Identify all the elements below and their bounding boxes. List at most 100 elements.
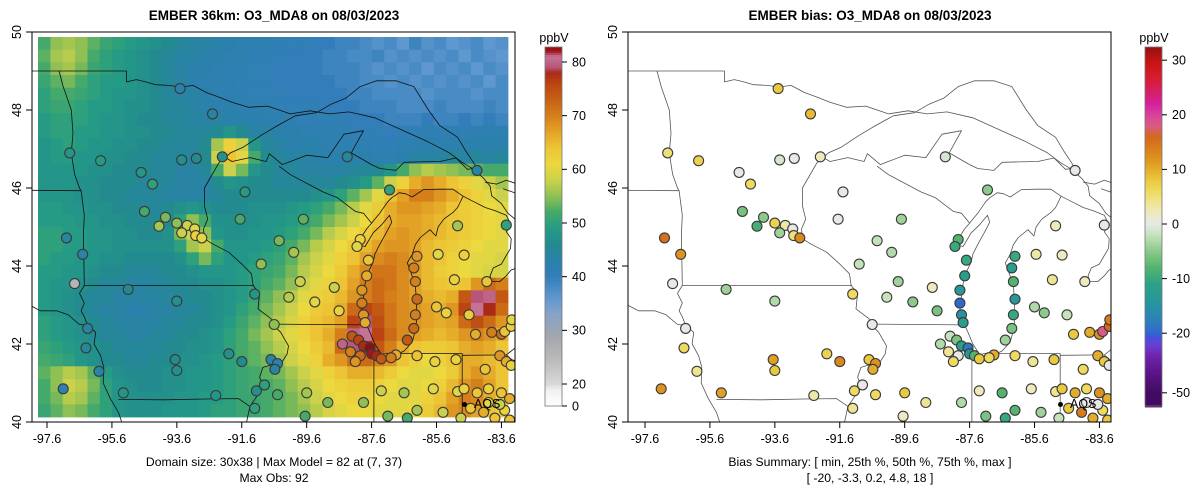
aqs-station-dot [411, 250, 423, 262]
aqs-station-dot [249, 402, 261, 414]
y-tick-label: 48 [10, 103, 24, 117]
aqs-station-dot [236, 356, 248, 368]
aqs-station-dot [848, 385, 860, 397]
aqs-station-dot [458, 383, 470, 395]
aqs-station-dot [983, 352, 995, 364]
aqs-station-dot [486, 326, 498, 338]
aqs-station-dot [867, 363, 879, 375]
aqs-station-dot [269, 363, 281, 375]
aqs-station-dot [733, 166, 745, 178]
aqs-station-dot [234, 213, 246, 225]
aqs-station-dot [808, 389, 820, 402]
aqs-station-dot [283, 291, 295, 303]
aqs-station-dot [479, 363, 491, 375]
aqs-station-dot [1061, 309, 1073, 321]
aqs-station-dot [153, 220, 165, 232]
aqs-station-dot [980, 410, 992, 422]
aqs-station-dot [1098, 219, 1110, 231]
aqs-station-dot [1028, 301, 1041, 313]
x-tick-label: -91.6 [826, 432, 855, 446]
aqs-station-dot [383, 184, 396, 196]
aqs-station-dot [1035, 406, 1047, 418]
aqs-station-dot [871, 235, 883, 247]
aqs-station-dot [1092, 398, 1104, 410]
aqs-station-dot [1102, 414, 1111, 422]
aqs-station-dot [455, 412, 467, 422]
aqs-station-dot [440, 307, 452, 319]
y-tick-label: 42 [606, 337, 620, 351]
aqs-station-dot [934, 338, 946, 350]
aqs-station-dot [1007, 276, 1019, 288]
x-tick-label: -83.6 [1085, 432, 1114, 446]
aqs-station-dot [430, 301, 443, 313]
aqs-station-dot [375, 353, 387, 365]
aqs-station-dot [135, 166, 147, 178]
x-tick-label: -89.6 [292, 432, 321, 446]
aqs-station-dot [159, 211, 172, 223]
aqs-station-dot [960, 254, 972, 266]
aqs-station-dot [1009, 250, 1021, 262]
aqs-station-dot [1093, 387, 1105, 399]
aqs-station-dot [385, 352, 397, 364]
bias-caption-line2: [ -20, -3.3, 0.2, 4.8, 18 ] [806, 471, 934, 485]
aqs-station-dot [408, 322, 420, 334]
aqs-station-dot [1063, 402, 1075, 414]
aqs-station-dot [117, 387, 129, 399]
o3-raster-layer [38, 37, 509, 418]
x-tick-label: -87.6 [357, 432, 386, 446]
aqs-legend-label: AQS [474, 397, 501, 411]
aqs-station-dot [720, 283, 732, 295]
aqs-station-dot [1069, 164, 1081, 176]
x-tick-label: -95.6 [98, 432, 127, 446]
aqs-station-dot [171, 364, 183, 377]
colorbar-tick-label: 30 [572, 324, 586, 338]
y-tick-label: 46 [10, 181, 24, 195]
aqs-station-dot [769, 295, 781, 307]
aqs-station-dot [794, 232, 806, 244]
aqs-station-dot [899, 387, 911, 399]
aqs-station-dot [954, 297, 966, 309]
y-tick-label: 50 [606, 25, 620, 39]
aqs-station-dot [678, 342, 690, 354]
aqs-station-dot [774, 227, 786, 239]
aqs-station-dot [411, 350, 423, 362]
aqs-station-dot [1076, 406, 1088, 418]
axes-layer: -97.6 -95.6 -93.6 -91.6 -89.6 -87.6 -85.6 -83.6… [606, 25, 1114, 446]
x-tick-label: -97.6 [33, 432, 62, 446]
colorbar-tick-label: 50 [572, 216, 586, 230]
colorbar-tick-label: 20 [1172, 108, 1186, 122]
aqs-station-dot [82, 322, 94, 334]
aqs-station-dot [736, 205, 748, 217]
aqs-station-dot [398, 387, 410, 399]
aqs-station-dot [450, 354, 462, 366]
x-tick-label: -83.6 [487, 432, 516, 446]
aqs-station-dot [429, 356, 441, 368]
aqs-station-dot [452, 220, 464, 232]
aqs-station-dot [146, 178, 159, 190]
aqs-station-dot [655, 383, 667, 395]
aqs-station-dot [856, 379, 869, 391]
aqs-station-dot [832, 213, 844, 225]
aqs-station-dot [268, 318, 280, 331]
aqs-station-dot [999, 412, 1011, 422]
aqs-station-dot [77, 248, 89, 260]
x-tick-label: -97.6 [631, 432, 660, 446]
aqs-station-dot [1104, 314, 1111, 326]
aqs-station-dot [847, 288, 859, 300]
aqs-station-dot [788, 152, 800, 164]
aqs-station-dot [60, 232, 73, 244]
aqs-station-dot [1030, 248, 1042, 260]
aqs-station-dot [996, 387, 1008, 399]
aqs-station-dot [1048, 354, 1060, 366]
aqs-station-dot [328, 281, 340, 293]
aqs-station-dot [239, 186, 251, 198]
aqs-station-dot [489, 412, 501, 422]
aqs-station-dot [469, 328, 482, 340]
aqs-station-dot [1027, 356, 1039, 368]
aqs-station-dot [1007, 309, 1019, 321]
aqs-station-dot [411, 404, 423, 416]
aqs-station-dot [866, 318, 878, 331]
aqs-station-dot [171, 295, 183, 307]
aqs-station-dot [271, 389, 284, 401]
